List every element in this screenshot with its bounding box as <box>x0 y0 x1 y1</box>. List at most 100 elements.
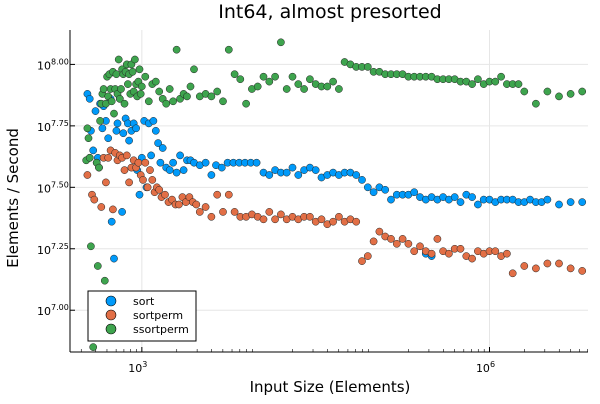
data-point-ssortperm <box>282 85 291 93</box>
legend-label-sortperm: sortperm <box>133 309 183 322</box>
data-point-sortperm <box>456 244 465 253</box>
data-point-sortperm <box>192 200 201 209</box>
legend-marker-ssortperm <box>105 323 117 335</box>
data-point-sort <box>104 134 113 143</box>
data-point-sort <box>179 166 188 174</box>
data-point-ssortperm <box>236 75 245 84</box>
data-point-sortperm <box>148 176 157 184</box>
data-point-sortperm <box>358 257 366 265</box>
data-point-ssortperm <box>294 80 303 88</box>
data-point-ssortperm <box>578 87 587 96</box>
data-point-sort <box>201 158 210 167</box>
legend-marker-sortperm <box>105 309 117 321</box>
data-point-ssortperm <box>213 87 222 96</box>
data-point-sortperm <box>139 176 147 184</box>
data-point-sortperm <box>445 249 453 258</box>
data-point-sort <box>282 168 291 177</box>
data-point-sort <box>468 193 476 201</box>
data-point-ssortperm <box>190 65 198 74</box>
data-point-ssortperm <box>277 38 285 47</box>
data-point-sort <box>118 208 126 216</box>
data-point-sort <box>450 193 459 201</box>
data-point-sortperm <box>398 235 407 243</box>
data-point-sortperm <box>416 242 424 251</box>
data-point-sort <box>113 119 122 128</box>
data-point-ssortperm <box>141 72 150 81</box>
data-point-ssortperm <box>162 99 171 108</box>
data-point-ssortperm <box>306 75 314 84</box>
x-axis-label: Input Size (Elements) <box>250 378 411 396</box>
data-point-sortperm <box>363 252 372 260</box>
data-point-sort <box>311 166 320 174</box>
data-point-ssortperm <box>253 82 262 91</box>
data-point-sort <box>456 198 465 206</box>
data-point-ssortperm <box>89 343 98 351</box>
data-point-ssortperm <box>555 92 563 101</box>
data-point-sortperm <box>508 269 517 278</box>
axes <box>69 30 588 353</box>
data-point-sort <box>165 166 174 174</box>
data-point-sortperm <box>143 183 152 192</box>
data-point-ssortperm <box>288 72 297 81</box>
data-point-sort <box>158 144 167 152</box>
data-point-ssortperm <box>137 82 146 91</box>
data-point-ssortperm <box>186 82 195 91</box>
data-point-sortperm <box>224 190 233 199</box>
chart-title: Int64, almost presorted <box>218 1 441 23</box>
data-point-sortperm <box>104 153 113 162</box>
data-point-ssortperm <box>110 109 118 118</box>
data-point-ssortperm <box>120 99 129 108</box>
data-point-ssortperm <box>335 85 343 93</box>
data-point-ssortperm <box>151 77 160 86</box>
data-point-sort <box>566 198 575 206</box>
data-point-sortperm <box>134 158 143 167</box>
data-point-ssortperm <box>566 90 575 98</box>
data-point-ssortperm <box>144 97 153 106</box>
data-point-sortperm <box>97 203 106 211</box>
data-point-sortperm <box>329 217 337 226</box>
data-point-sortperm <box>392 239 401 248</box>
data-point-sortperm <box>230 208 239 216</box>
data-point-sortperm <box>306 212 314 221</box>
data-point-sort <box>294 171 303 179</box>
data-point-sortperm <box>155 185 164 194</box>
data-point-sortperm <box>259 215 268 224</box>
data-point-ssortperm <box>219 97 227 106</box>
data-point-sort <box>410 188 419 197</box>
data-point-sortperm <box>213 190 222 199</box>
data-point-sortperm <box>90 195 99 204</box>
data-point-ssortperm <box>265 77 274 86</box>
data-point-ssortperm <box>271 72 279 81</box>
data-point-ssortperm <box>259 72 268 81</box>
data-point-ssortperm <box>207 92 216 101</box>
data-point-ssortperm <box>124 80 132 88</box>
data-point-ssortperm <box>468 80 476 88</box>
data-point-ssortperm <box>172 45 181 54</box>
data-point-sort <box>265 171 274 179</box>
data-point-sort <box>91 107 100 115</box>
data-point-ssortperm <box>83 124 92 133</box>
data-point-sortperm <box>566 264 575 273</box>
data-point-sort <box>288 163 297 172</box>
legend-label-ssortperm: ssortperm <box>133 323 189 336</box>
data-point-sort <box>217 163 226 172</box>
data-point-ssortperm <box>93 262 102 270</box>
data-point-ssortperm <box>115 94 124 103</box>
data-point-sortperm <box>410 247 419 256</box>
data-point-sort <box>156 158 165 167</box>
data-point-sort <box>119 129 128 138</box>
data-point-sortperm <box>125 178 133 187</box>
data-point-sortperm <box>491 247 500 256</box>
data-point-sortperm <box>141 158 150 167</box>
data-point-ssortperm <box>84 134 93 143</box>
data-point-sortperm <box>427 249 436 258</box>
data-point-sort <box>555 200 563 209</box>
data-point-sortperm <box>369 237 378 246</box>
data-point-ssortperm <box>112 70 121 79</box>
data-point-ssortperm <box>543 87 552 96</box>
data-point-sortperm <box>317 215 326 224</box>
data-point-ssortperm <box>155 87 164 96</box>
x-tick-label: 103 <box>128 360 147 375</box>
